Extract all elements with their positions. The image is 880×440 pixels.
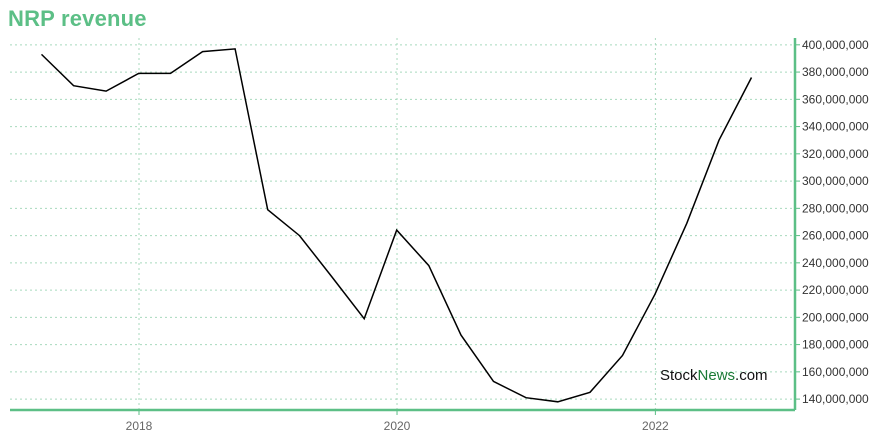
x-tick-labels: 2018 2020 2022 <box>126 419 669 433</box>
x-tick-label: 2020 <box>384 419 411 433</box>
data-point <box>751 77 753 79</box>
data-point <box>525 397 527 399</box>
watermark-stock: Stock <box>660 367 698 384</box>
revenue-series-line <box>40 48 753 403</box>
y-tick-label: 240,000,000 <box>802 256 869 270</box>
y-tick-label: 260,000,000 <box>802 229 869 243</box>
data-point <box>622 355 624 357</box>
data-point <box>589 391 591 393</box>
data-point <box>654 293 656 295</box>
y-tick-label: 360,000,000 <box>802 92 869 106</box>
x-tick-label: 2018 <box>126 419 153 433</box>
data-point <box>170 72 172 74</box>
data-point <box>267 209 269 211</box>
y-tick-label: 380,000,000 <box>802 65 869 79</box>
data-point <box>299 235 301 237</box>
data-point <box>363 318 365 320</box>
data-point <box>234 48 236 50</box>
data-point <box>73 85 75 87</box>
watermark: StockNews.com <box>660 367 768 384</box>
y-tick-label: 280,000,000 <box>802 201 869 215</box>
data-point <box>331 276 333 278</box>
data-point <box>396 229 398 231</box>
data-point <box>493 380 495 382</box>
y-tick-label: 200,000,000 <box>802 310 869 324</box>
data-point <box>41 53 43 55</box>
grid-lines <box>10 38 795 410</box>
axes <box>10 38 800 415</box>
data-point <box>460 334 462 336</box>
data-point <box>202 51 204 53</box>
x-tick-label: 2022 <box>642 419 669 433</box>
y-tick-label: 220,000,000 <box>802 283 869 297</box>
y-tick-label: 180,000,000 <box>802 338 869 352</box>
y-tick-label: 140,000,000 <box>802 392 869 406</box>
y-tick-label: 300,000,000 <box>802 174 869 188</box>
data-point <box>428 265 430 267</box>
data-point <box>138 72 140 74</box>
watermark-com: .com <box>735 367 768 384</box>
y-tick-label: 320,000,000 <box>802 147 869 161</box>
data-point <box>718 139 720 141</box>
y-tick-label: 340,000,000 <box>802 120 869 134</box>
data-point <box>557 401 559 403</box>
data-points <box>41 48 753 403</box>
y-tick-labels: 140,000,000 160,000,000 180,000,000 200,000… <box>802 38 869 406</box>
y-tick-label: 160,000,000 <box>802 365 869 379</box>
data-point <box>686 222 688 224</box>
chart-title: NRP revenue <box>8 6 147 31</box>
y-tick-label: 400,000,000 <box>802 38 869 52</box>
data-point <box>105 90 107 92</box>
watermark-news: News <box>698 367 736 384</box>
